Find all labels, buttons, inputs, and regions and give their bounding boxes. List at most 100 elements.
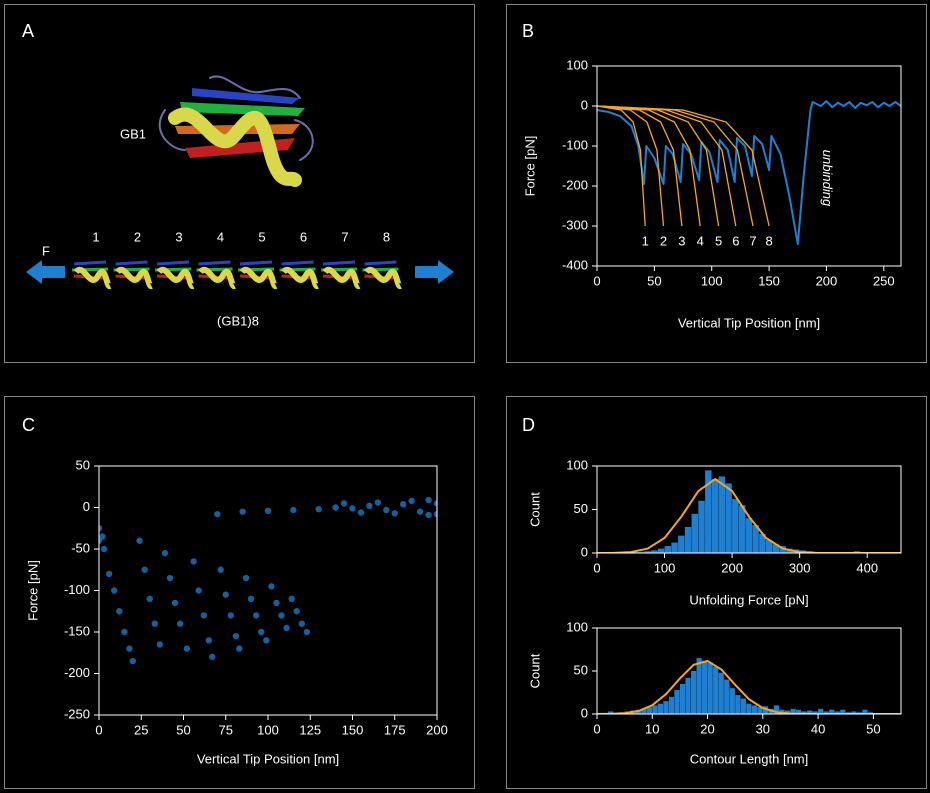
histogram-bar [751, 705, 757, 714]
x-tick-label: 200 [721, 560, 743, 575]
data-point [315, 505, 322, 513]
histogram-bar [663, 701, 669, 714]
histogram-bar [690, 671, 697, 714]
helix [156, 266, 196, 290]
data-point [232, 632, 240, 640]
domain-icon [362, 260, 404, 290]
y-tick-label: -100 [64, 582, 90, 597]
histogram-bar [745, 518, 753, 553]
x-tick-label: 25 [134, 722, 148, 737]
helix [115, 266, 155, 290]
histogram-bar [762, 706, 769, 714]
data-point [166, 574, 174, 582]
plot-area [597, 658, 901, 714]
domain-icon [279, 260, 321, 290]
data-point [183, 645, 191, 652]
data-point [121, 628, 128, 636]
x-tick-label: 200 [816, 273, 838, 288]
domain-number: 7 [341, 229, 348, 244]
data-point [374, 499, 382, 506]
histogram-bar [718, 672, 724, 714]
data-point [126, 645, 133, 652]
strand [198, 260, 231, 266]
curve-label: 1 [642, 233, 649, 248]
panel-label: B [522, 21, 534, 41]
data-point [161, 549, 169, 557]
strand [239, 260, 273, 266]
histogram-bar [823, 711, 829, 714]
histogram-bar [679, 683, 686, 714]
panel-d-frame [506, 396, 927, 789]
histogram-bar [608, 711, 614, 714]
domain-number: 8 [383, 229, 390, 244]
histogram-bar [738, 505, 746, 553]
pull-arrow-right [415, 260, 454, 284]
y-tick-label: 50 [574, 501, 588, 516]
x-tick-label: 0 [593, 560, 600, 575]
x-tick-label: 400 [856, 560, 878, 575]
x-axis-label: Contour Length [nm] [690, 751, 809, 766]
strand [192, 88, 300, 104]
panel-c-frame [4, 396, 475, 789]
x-axis-label: Vertical Tip Position [nm] [197, 751, 339, 766]
histogram-bar [757, 707, 763, 714]
data-point [400, 500, 407, 508]
data-point [222, 591, 229, 598]
y-tick-label: 0 [581, 97, 588, 112]
x-tick-label: 100 [654, 560, 676, 575]
data-point [433, 500, 437, 507]
y-tick-label: -200 [64, 665, 90, 680]
data-point [247, 595, 255, 602]
curve-label: 4 [697, 233, 704, 248]
data-point [116, 608, 123, 615]
data-point [433, 510, 437, 518]
x-tick-label: 50 [176, 722, 190, 737]
domain-number: 4 [217, 229, 224, 244]
x-tick-label: 125 [299, 722, 321, 737]
histogram-bar [691, 513, 699, 553]
loop [158, 109, 186, 151]
curve-label: 3 [678, 233, 685, 248]
y-tick-label: -250 [64, 706, 90, 721]
domain-number: 6 [300, 229, 307, 244]
histogram-bar [732, 499, 739, 553]
histogram-bar [705, 470, 712, 553]
y-axis-label: Count [527, 492, 542, 527]
helix [322, 266, 362, 290]
data-point [258, 628, 265, 636]
histogram-bar [652, 705, 658, 714]
data-point [200, 612, 207, 619]
y-tick-label: -50 [71, 540, 90, 555]
data-point [195, 587, 202, 594]
data-line [597, 105, 646, 227]
curve-label: 6 [732, 233, 739, 248]
pull-arrow-left [26, 260, 65, 284]
strand [364, 260, 397, 266]
data-point [99, 525, 103, 532]
y-axis-label: Force [pN] [25, 560, 40, 621]
histogram-bar [651, 550, 658, 553]
data-point [366, 502, 373, 510]
histogram-bar [729, 688, 735, 714]
histogram-bar [646, 707, 652, 714]
histogram-bar [759, 533, 766, 553]
polymer-label: (GB1)8 [217, 313, 259, 328]
domain-number: 1 [92, 229, 99, 244]
panel-label: A [22, 21, 34, 41]
histogram-bar [664, 546, 672, 553]
strand [180, 102, 305, 116]
histogram-bar [707, 662, 713, 714]
data-point [357, 509, 365, 516]
data-point [383, 506, 390, 514]
helix [168, 107, 302, 187]
domain-icon [154, 260, 196, 290]
domain-icon [320, 260, 362, 290]
data-point [239, 508, 246, 515]
data-point [425, 511, 432, 519]
histogram-bar [684, 526, 692, 553]
histogram-bar [678, 535, 685, 553]
histogram-bar [668, 696, 675, 714]
histogram-bar [772, 544, 780, 553]
data-point [293, 608, 300, 615]
